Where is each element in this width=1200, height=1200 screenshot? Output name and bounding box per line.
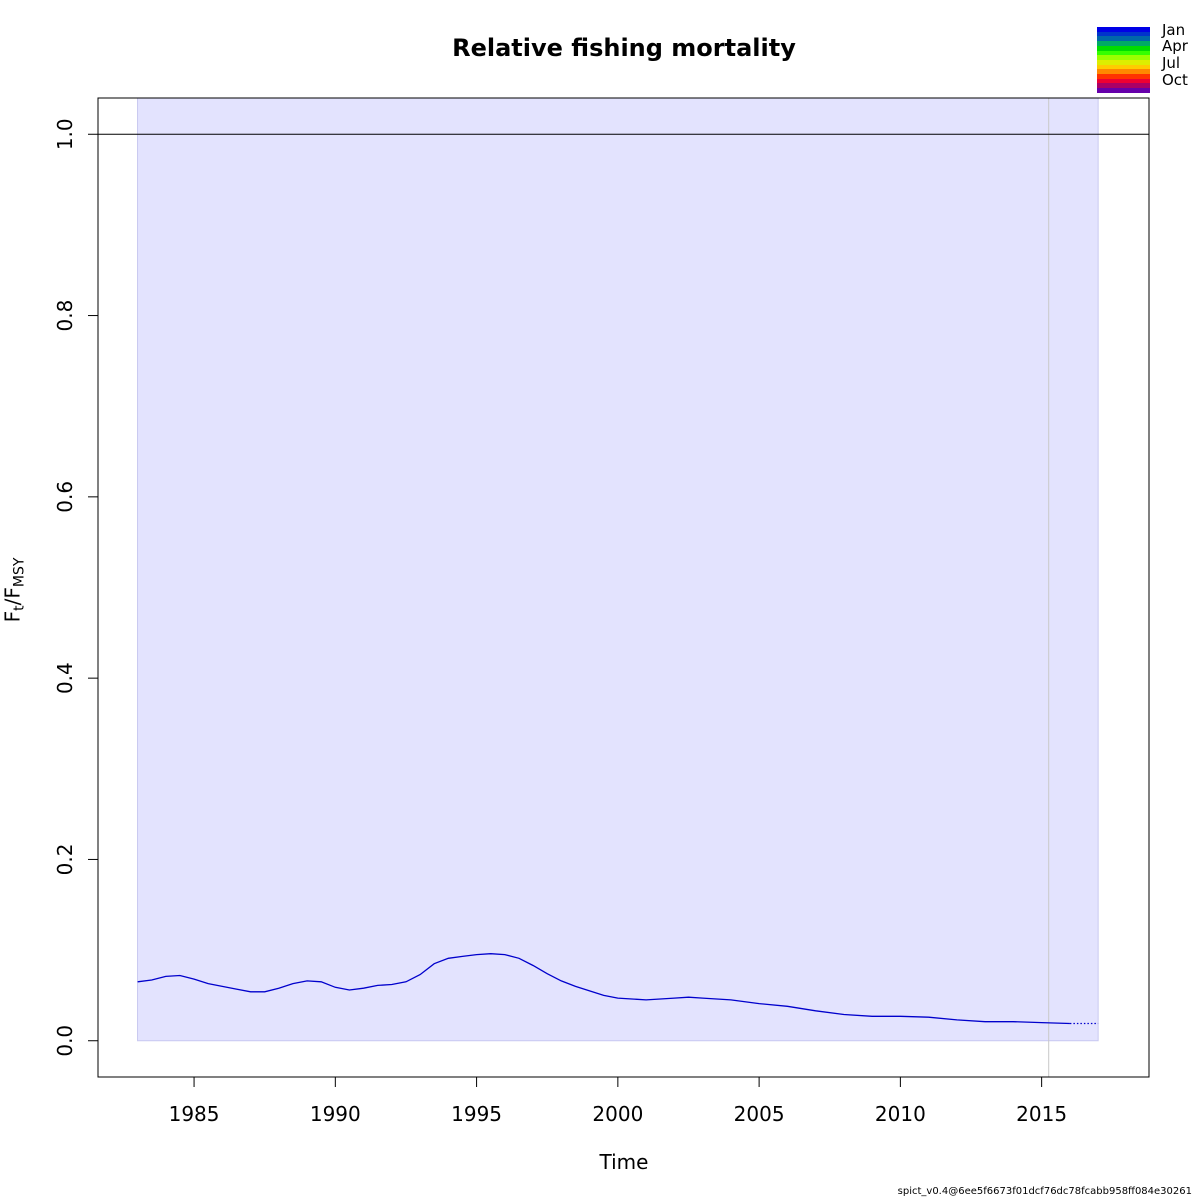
legend-color-swatch xyxy=(1097,36,1150,42)
x-tick-label: 2000 xyxy=(592,1102,643,1126)
y-axis-label: Ft/FMSY xyxy=(0,557,28,623)
legend-color-swatch xyxy=(1097,69,1150,75)
legend-label-oct: Oct xyxy=(1162,71,1188,89)
plot-area: 1985 1990 1995 2000 2005 2010 2015 0.0 0.2 0.4 0.6… xyxy=(53,97,1150,1126)
x-tick-label: 2005 xyxy=(734,1102,785,1126)
x-tick-label: 2010 xyxy=(875,1102,926,1126)
legend-color-swatch xyxy=(1097,27,1150,32)
x-tick-label: 2015 xyxy=(1016,1102,1067,1126)
y-tick-label: 0.4 xyxy=(53,662,77,694)
legend-label-apr: Apr xyxy=(1162,37,1188,55)
legend-color-swatch xyxy=(1097,64,1150,70)
x-tick-label: 1985 xyxy=(169,1102,220,1126)
legend-color-swatch xyxy=(1097,50,1150,56)
legend-label-jul: Jul xyxy=(1162,54,1181,72)
plot-frame xyxy=(97,97,1150,1078)
y-tick-label: 0.0 xyxy=(53,1025,77,1057)
series-line-estimate xyxy=(137,953,1070,1025)
y-tick-label: 0.2 xyxy=(53,844,77,876)
legend-color-swatch xyxy=(1097,55,1150,60)
version-credit: spict_v0.4@6ee5f6673f01dcf76dc78fcabb958… xyxy=(897,1186,1192,1197)
x-tick-label: 1995 xyxy=(451,1102,502,1126)
confidence-band xyxy=(137,97,1099,1042)
y-tick-label: 0.6 xyxy=(53,481,77,513)
legend-color-swatch xyxy=(1097,31,1150,37)
legend-color-swatch xyxy=(1097,45,1150,51)
legend-color-swatch xyxy=(1097,74,1150,79)
y-tick-label: 0.8 xyxy=(53,300,77,332)
legend-color-swatch xyxy=(1097,78,1150,84)
legend-label-jan: Jan xyxy=(1162,21,1186,39)
legend-color-swatch xyxy=(1097,41,1150,46)
x-tick-label: 1990 xyxy=(310,1102,361,1126)
legend-color-swatch xyxy=(1097,59,1150,65)
legend-color-swatch xyxy=(1097,83,1150,89)
x-axis-label: Time xyxy=(599,1150,649,1174)
legend-color-bar xyxy=(1097,27,1150,93)
chart-title: Relative fishing mortality xyxy=(452,34,796,62)
legend-color-swatch xyxy=(1097,88,1150,93)
y-tick-label: 1.0 xyxy=(53,118,77,150)
